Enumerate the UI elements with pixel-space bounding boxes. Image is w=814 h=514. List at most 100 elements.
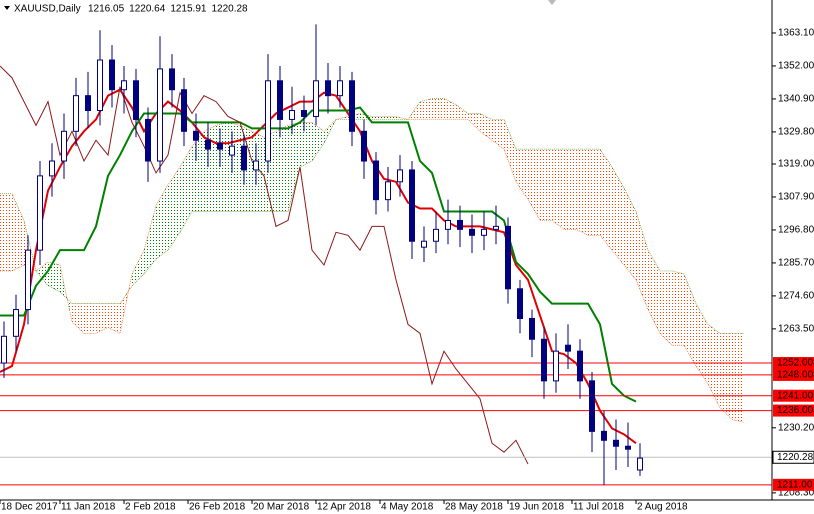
- candle-body: [109, 59, 115, 91]
- candle-body: [61, 130, 67, 162]
- y-tick-label: 1274.60: [778, 291, 814, 302]
- candle-body: [277, 80, 283, 120]
- candle-body: [601, 430, 607, 441]
- cloud-segment: [276, 125, 288, 212]
- cloud-segment: [468, 113, 480, 132]
- candle-body: [289, 110, 295, 120]
- level-label: 1252.00: [777, 358, 814, 369]
- candle-body: [121, 80, 127, 91]
- cloud-segment: [480, 113, 492, 141]
- cloud-segment: [708, 324, 720, 408]
- candle-body: [565, 344, 571, 352]
- candle-body: [265, 80, 271, 162]
- x-tick-label: 12 Apr 2018: [317, 502, 371, 513]
- candle-body: [397, 169, 403, 183]
- span-b: [0, 98, 744, 334]
- candle-body: [373, 160, 379, 201]
- candle-body: [481, 228, 487, 236]
- candle-body: [253, 160, 259, 171]
- y-tick-label: 1263.50: [778, 324, 814, 335]
- level-label-box: [773, 478, 814, 491]
- candle-body: [73, 95, 79, 132]
- indicator-line: [0, 65, 529, 465]
- level-label-box: [773, 357, 814, 370]
- candle-body: [445, 219, 451, 230]
- cloud-segment: [444, 98, 456, 120]
- cloud-segment: [564, 149, 576, 230]
- level-label-box: [773, 404, 814, 417]
- candle-body: [85, 95, 91, 112]
- level-label: 1236.00: [777, 405, 814, 416]
- x-tick-label: 18 Dec 2017: [1, 502, 58, 513]
- candle-body: [577, 350, 583, 382]
- level-label-box: [773, 389, 814, 402]
- level-label: 1241.00: [777, 390, 814, 401]
- cloud-segment: [552, 149, 564, 230]
- cloud-segment: [528, 149, 540, 221]
- span-a: [0, 113, 745, 423]
- cloud-segment: [492, 119, 504, 150]
- y-tick-label: 1352.00: [778, 61, 814, 72]
- cloud-segment: [216, 122, 228, 212]
- candle-body: [553, 350, 559, 382]
- cloud-segment: [432, 98, 444, 120]
- candle-body: [1, 335, 7, 364]
- cloud-segment: [168, 166, 180, 251]
- cloud-segment: [180, 146, 192, 233]
- candle-body: [217, 142, 223, 150]
- y-tick-label: 1307.90: [778, 192, 814, 203]
- cloud-segment: [660, 270, 672, 346]
- candle-body: [13, 309, 19, 337]
- y-tick-label: 1230.20: [778, 422, 814, 433]
- candle-body: [409, 169, 415, 242]
- x-tick-label: 26 Feb 2018: [189, 502, 246, 513]
- candle-body: [613, 439, 619, 447]
- candle-body: [385, 181, 391, 201]
- cloud-segment: [156, 184, 168, 260]
- cloud-segment: [612, 166, 624, 266]
- cloud-segment: [300, 122, 312, 167]
- chart-title: XAUUSD,Daily: [14, 4, 81, 15]
- cloud-segment: [108, 303, 120, 334]
- cloud-segment: [516, 149, 528, 200]
- candle-body: [325, 80, 331, 97]
- header-ohlc: 1220.28: [211, 4, 248, 15]
- cloud-segment: [36, 262, 48, 286]
- cloud-segment: [96, 303, 108, 334]
- cloud-segment: [192, 131, 204, 212]
- candle-body: [157, 68, 163, 162]
- x-tick-label: 11 Jan 2018: [61, 502, 116, 513]
- cloud-segment: [420, 98, 432, 120]
- cloud-segment: [84, 303, 96, 334]
- candle-body: [49, 160, 55, 177]
- candle-body: [25, 249, 31, 311]
- candle-body: [493, 225, 499, 230]
- cloud-segment: [384, 116, 396, 120]
- cloud-segment: [732, 333, 744, 423]
- level-label: 1248.00: [777, 370, 814, 381]
- candle-body: [469, 228, 475, 236]
- candle-body: [229, 145, 235, 156]
- cloud-segment: [12, 193, 24, 271]
- candle-body: [169, 68, 175, 91]
- cloud-segment: [648, 250, 660, 334]
- cloud-segment: [144, 205, 156, 274]
- menu-arrow[interactable]: [4, 6, 10, 10]
- cloud-segment: [252, 131, 264, 212]
- cloud-segment: [372, 116, 384, 120]
- candle-body: [97, 59, 103, 112]
- cloud-segment: [600, 149, 612, 251]
- x-tick-label: 11 Jul 2018: [573, 502, 624, 513]
- cloud-segment: [636, 211, 648, 310]
- x-tick-label: 28 May 2018: [445, 502, 503, 513]
- level-label: 1211.00: [777, 479, 813, 490]
- cloud-segment: [312, 122, 324, 162]
- candle-body: [637, 457, 643, 471]
- cloud-segment: [504, 119, 516, 182]
- candle-body: [433, 228, 439, 242]
- candle-body: [193, 130, 199, 141]
- candle-body: [181, 89, 187, 132]
- cloud-segment: [72, 303, 84, 334]
- x-tick-label: 2 Feb 2018: [125, 502, 176, 513]
